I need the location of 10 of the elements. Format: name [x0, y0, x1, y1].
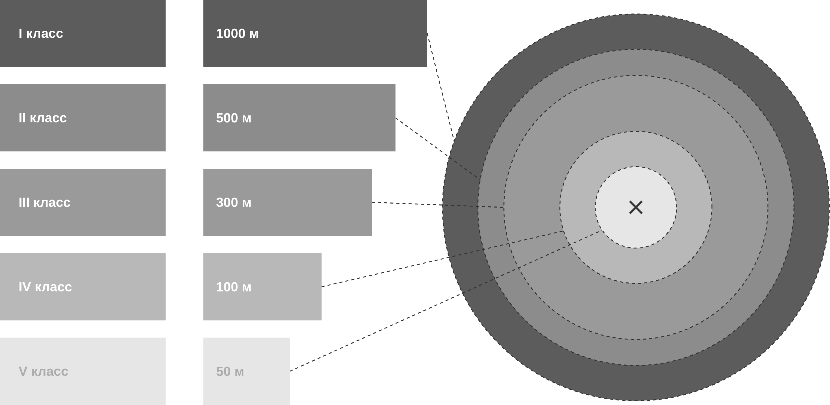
category-label: I класс: [20, 28, 64, 38]
data-label: 1000 м: [217, 28, 258, 38]
category-label: II класс: [20, 113, 67, 123]
data-label: 50 м: [216, 366, 244, 376]
data-label: 100 м: [217, 282, 251, 292]
data-label: 300 м: [216, 198, 251, 208]
category-label: III класс: [20, 198, 70, 208]
data-label: 500 м: [216, 113, 251, 123]
category-label: V класс: [18, 366, 68, 376]
category-label: IV класс: [20, 282, 72, 292]
